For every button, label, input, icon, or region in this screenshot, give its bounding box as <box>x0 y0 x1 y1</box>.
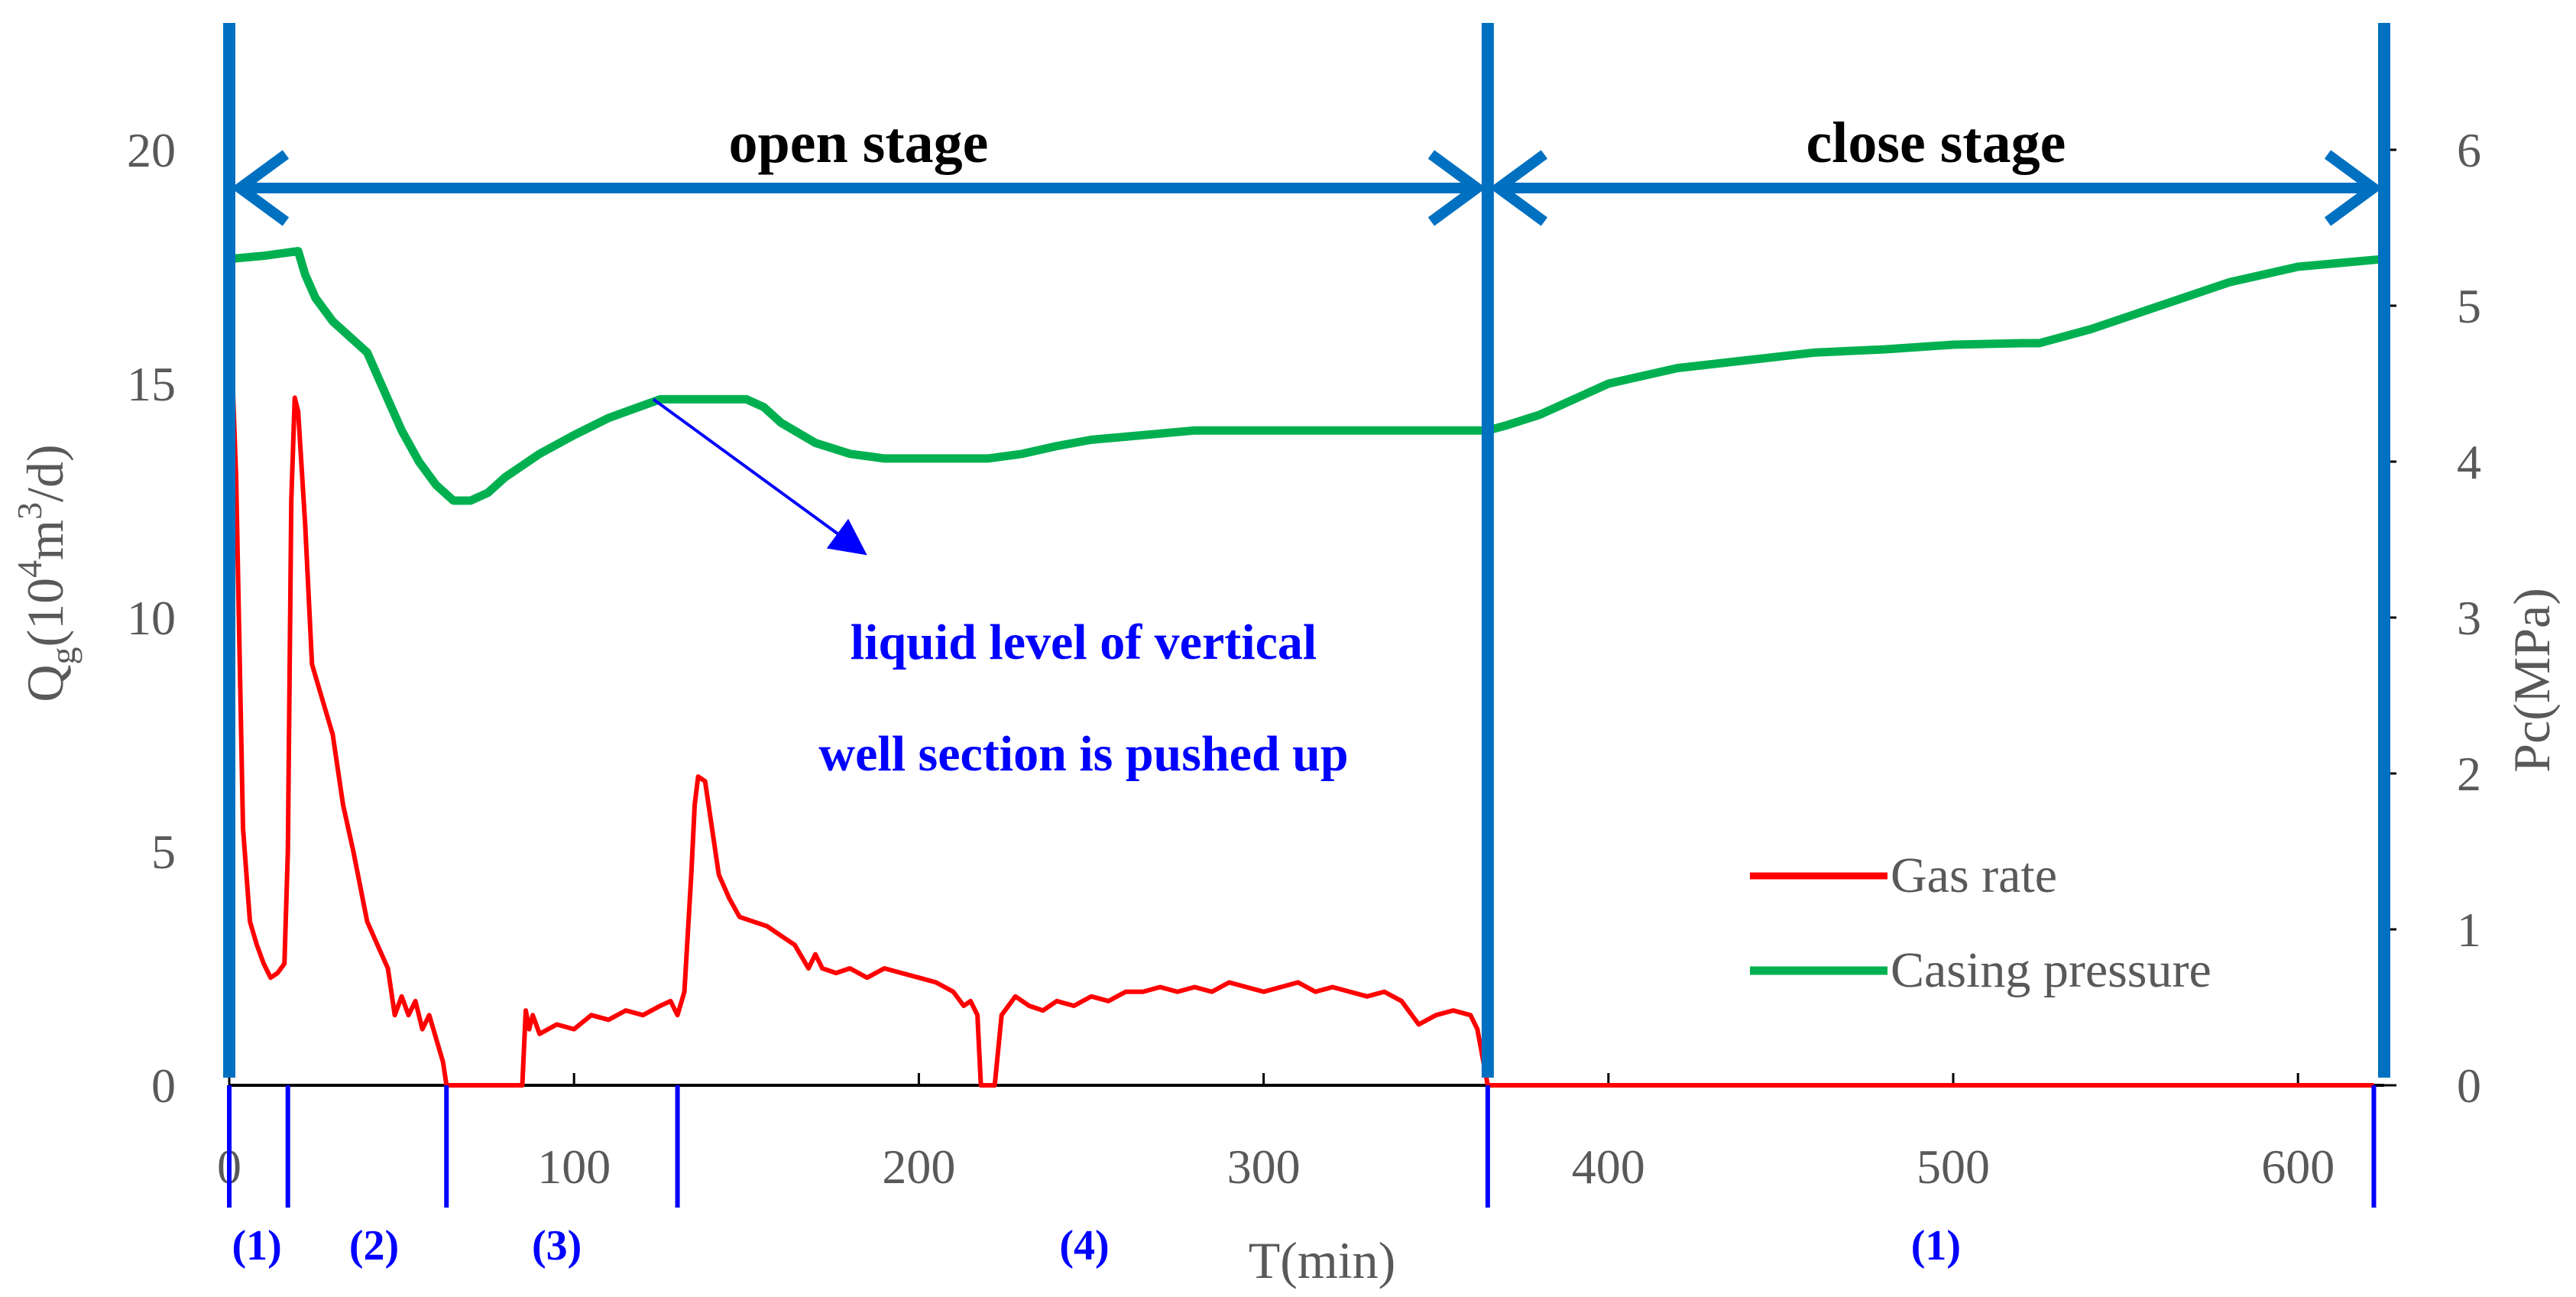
right-tick-label: 1 <box>2457 903 2481 957</box>
phase-label: (2) <box>349 1222 399 1269</box>
right-tick-label: 4 <box>2457 435 2481 489</box>
stage-dividers <box>223 23 2390 1078</box>
left-axis-ticks: 0 5 10 15 20 <box>127 123 176 1113</box>
annotation-arrow <box>652 397 839 535</box>
x-tick-label: 600 <box>2261 1140 2335 1194</box>
phase-markers <box>227 1085 2377 1208</box>
phase-labels: (1) (2) (3) (4) (1) <box>232 1222 1961 1269</box>
right-tick-label: 3 <box>2457 591 2481 645</box>
open-stage-label: open stage <box>728 111 988 175</box>
right-tick-label: 6 <box>2457 123 2481 177</box>
left-tick-label: 0 <box>151 1059 176 1113</box>
x-axis-title: T(min) <box>1249 1231 1396 1289</box>
phase-label: (4) <box>1059 1222 1109 1269</box>
left-tick-label: 15 <box>127 357 176 411</box>
right-tick-label: 2 <box>2457 747 2481 801</box>
casing-pressure-line <box>225 247 2389 505</box>
legend-casing-pressure-label: Casing pressure <box>1891 942 2211 998</box>
phase-label: (3) <box>532 1222 582 1269</box>
annotation-line-1: liquid level of vertical <box>851 614 1317 670</box>
left-tick-label: 20 <box>127 123 176 177</box>
stage-arrow-right-head <box>1427 150 1486 226</box>
close-stage-label: close stage <box>1806 111 2066 175</box>
left-tick-label: 5 <box>151 825 176 879</box>
x-tick-label: 300 <box>1227 1140 1301 1194</box>
phase-label: (1) <box>1911 1222 1961 1269</box>
gas-rate-line <box>227 290 2374 1088</box>
right-axis-title: Pc(MPa) <box>2503 588 2561 773</box>
x-axis-ticks: 0100200300400500600 <box>217 1073 2335 1194</box>
x-tick-label: 100 <box>537 1140 611 1194</box>
stage-arrows <box>231 150 2383 226</box>
annotation-line-2: well section is pushed up <box>818 726 1348 782</box>
stage-arrow-left-head <box>231 150 290 226</box>
left-tick-label: 10 <box>127 591 176 645</box>
left-axis-title: Qg(104m3/d) <box>10 444 83 702</box>
phase-label: (1) <box>232 1222 281 1269</box>
legend: Gas rate Casing pressure <box>1750 848 2211 998</box>
right-tick-label: 0 <box>2457 1059 2481 1113</box>
stage-arrow-right-head <box>2324 150 2383 226</box>
x-tick-label: 200 <box>882 1140 955 1194</box>
right-axis-ticks: 0 1 2 3 4 5 6 <box>2384 123 2481 1113</box>
x-tick-label: 400 <box>1572 1140 1645 1194</box>
x-tick-label: 500 <box>1917 1140 1990 1194</box>
right-tick-label: 5 <box>2457 279 2481 333</box>
legend-gas-rate-label: Gas rate <box>1891 848 2057 903</box>
stage-arrow-left-head <box>1489 150 1548 226</box>
annotation-arrowhead <box>826 518 867 556</box>
